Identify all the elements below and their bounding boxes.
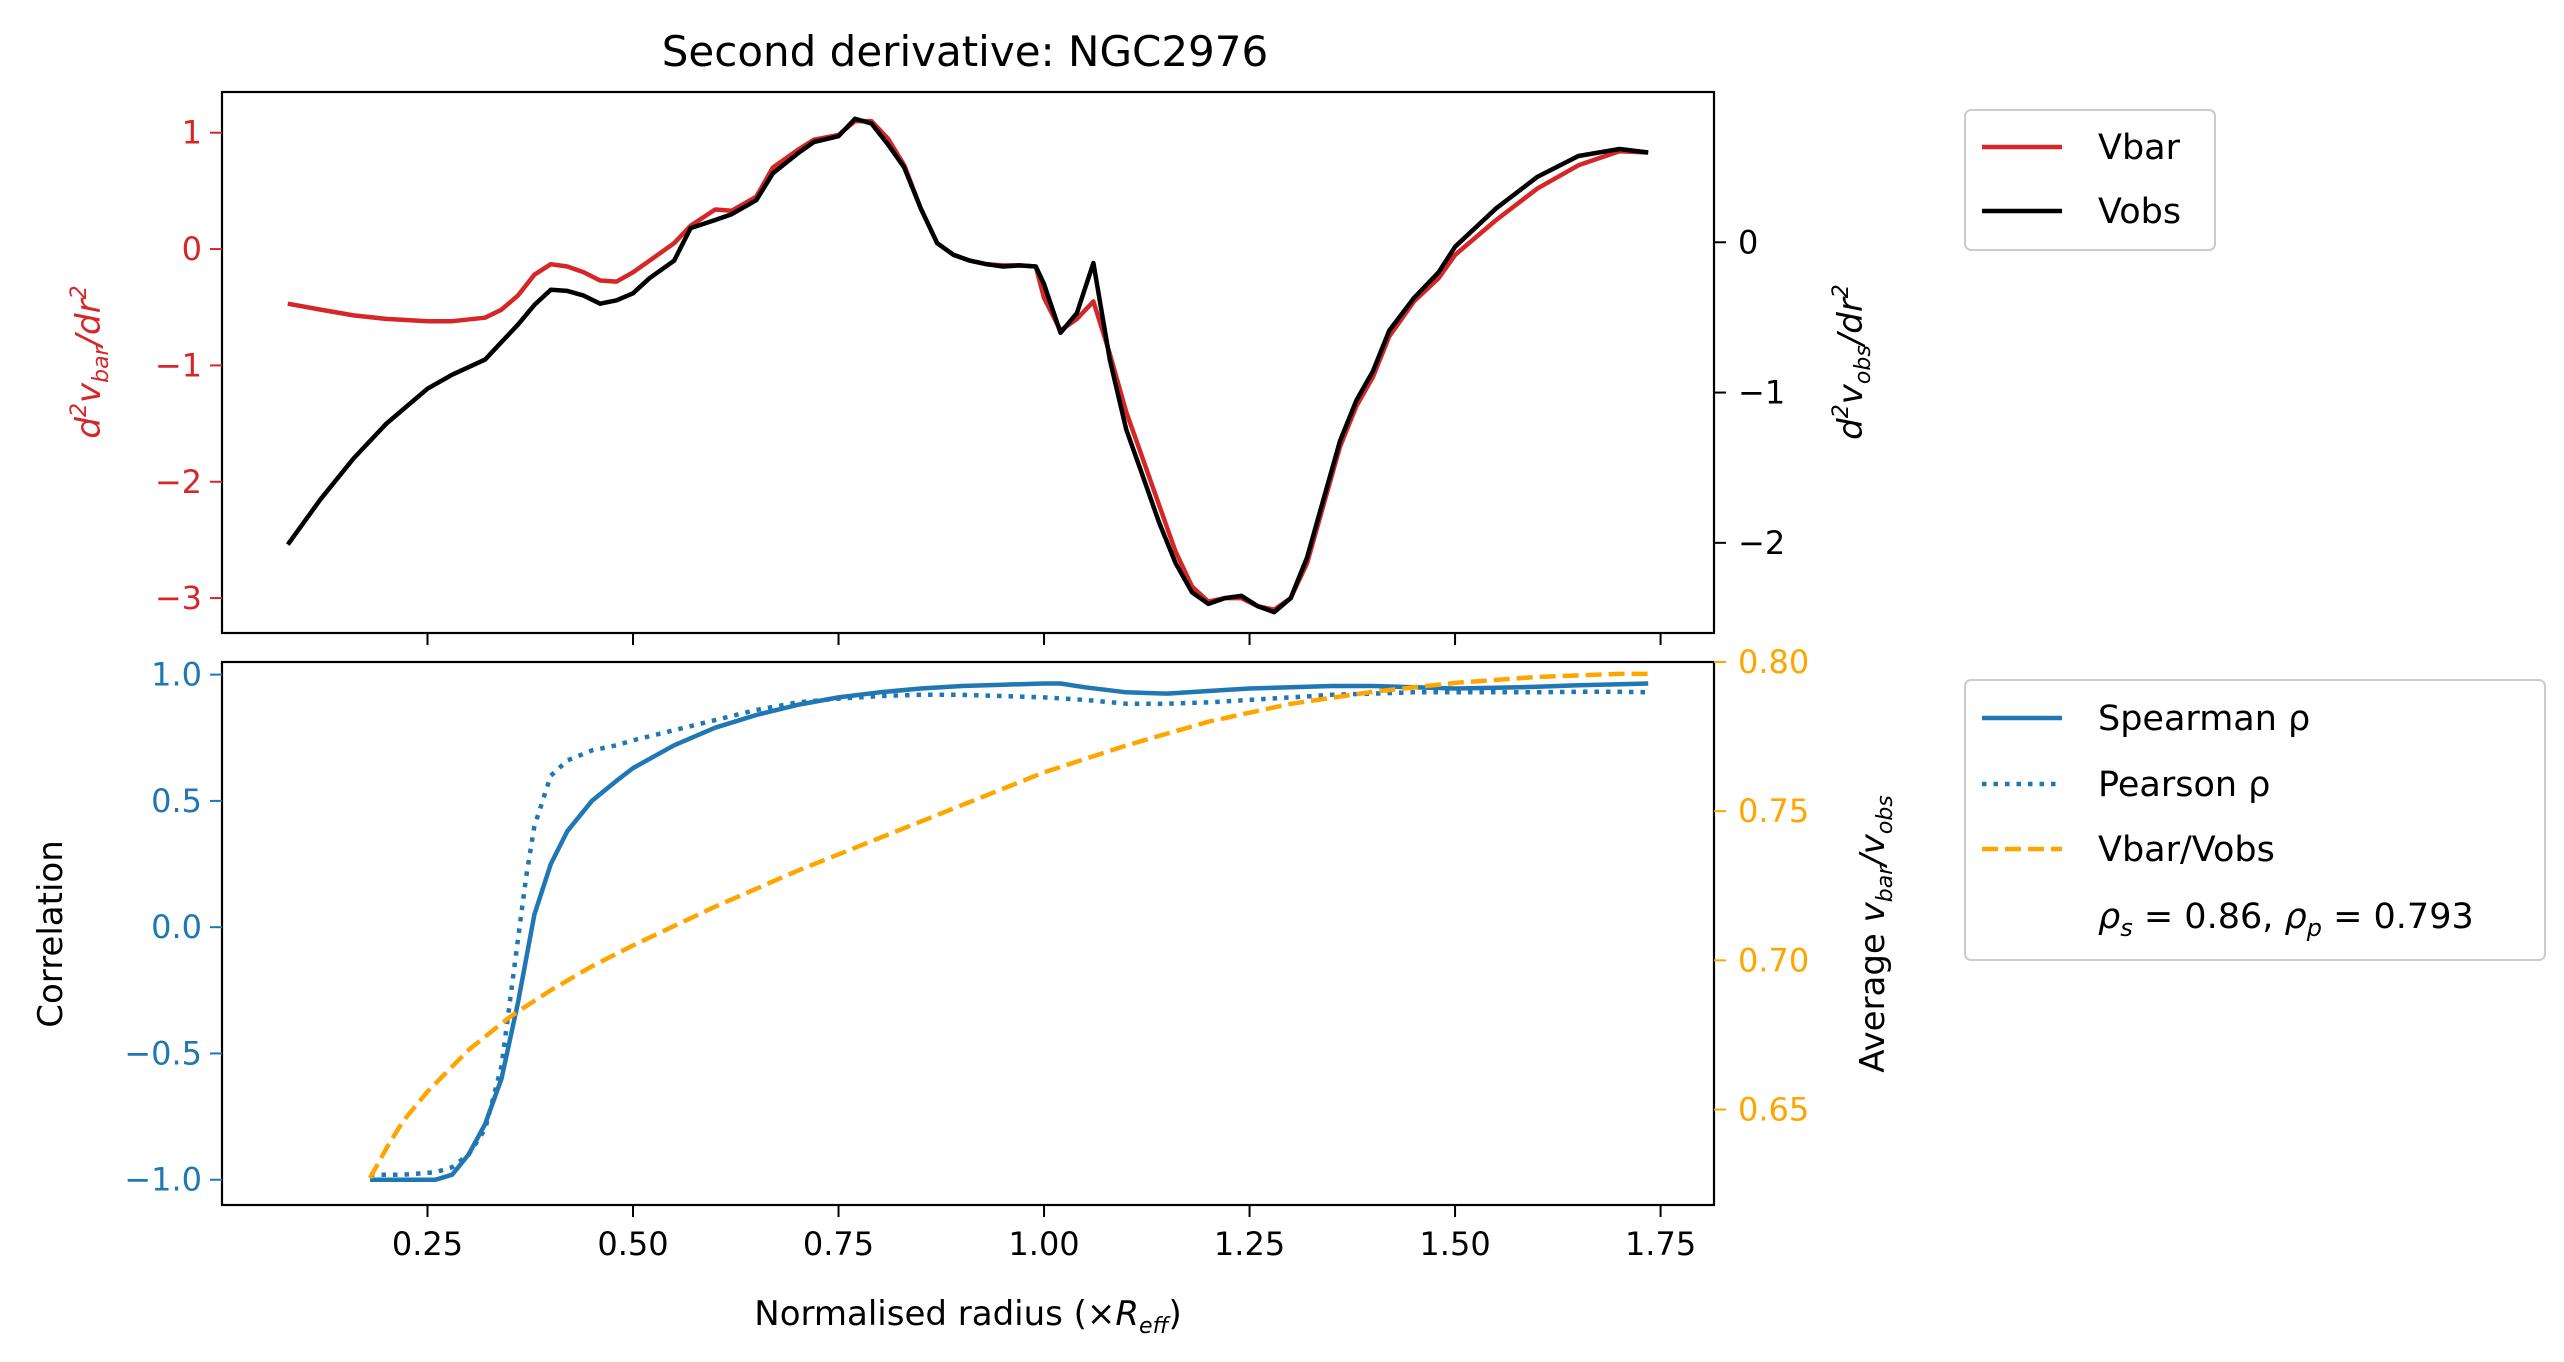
series-line-vbar xyxy=(287,118,1649,612)
right-y-tick-label: 0.80 xyxy=(1738,643,1809,681)
bottom-legend: Spearman ρ Pearson ρ Vbar/Vobs ρs = 0.86… xyxy=(1964,679,2546,961)
legend-label-pearson: Pearson ρ xyxy=(2098,765,2270,805)
left-y-tick-label: 0.5 xyxy=(151,782,202,820)
x-tick-label: 0.75 xyxy=(803,1225,874,1263)
series-line-vbar-vobs xyxy=(368,671,1649,1180)
legend-label-vobs: Vobs xyxy=(2098,192,2181,232)
bottom-x-ticks: 0.25 0.50 0.75 1.00 1.25 1.50 1.75 xyxy=(392,1205,1696,1263)
left-y-tick-label: 0.0 xyxy=(151,908,202,946)
top-panel: 1 0 −1 −2 −3 0 −1 −2 d2vbar/dr2 d2vobs/dr2 xyxy=(67,90,1876,645)
right-y-tick-label: 0.75 xyxy=(1738,792,1809,830)
left-y-tick-label: 0 xyxy=(182,230,202,268)
legend-stat-text: ρs = 0.86, ρp = 0.793 xyxy=(2098,897,2474,942)
left-y-tick-label: −0.5 xyxy=(124,1034,202,1072)
x-tick-label: 1.50 xyxy=(1419,1225,1490,1263)
bottom-plot-frame xyxy=(220,660,1716,1207)
left-y-tick-label: 1.0 xyxy=(151,656,202,694)
legend-label-spearman: Spearman ρ xyxy=(2098,699,2310,739)
top-plot-frame xyxy=(220,90,1716,635)
series-line-spearman xyxy=(370,681,1649,1182)
x-axis-label: Normalised radius (×Reff) xyxy=(754,1294,1181,1339)
left-y-tick-label: −1.0 xyxy=(124,1161,202,1199)
series-line-pearson xyxy=(370,689,1649,1177)
top-x-ticks xyxy=(426,633,1662,645)
x-tick-label: 1.00 xyxy=(1008,1225,1079,1263)
legend-label-ratio: Vbar/Vobs xyxy=(2098,830,2275,870)
legend-label-vbar: Vbar xyxy=(2098,128,2181,168)
bottom-legend-box xyxy=(1964,679,2546,961)
chart-title: Second derivative: NGC2976 xyxy=(662,27,1268,76)
left-y-tick-label: −1 xyxy=(155,346,202,384)
left-y-tick-label: −2 xyxy=(155,463,202,501)
top-right-y-label: d2vobs/dr2 xyxy=(1829,284,1876,440)
bottom-left-y-label: Correlation xyxy=(31,840,71,1027)
top-left-y-label: d2vbar/dr2 xyxy=(67,285,114,438)
x-tick-label: 0.25 xyxy=(392,1225,463,1263)
right-y-tick-label: 0.65 xyxy=(1738,1091,1809,1129)
top-left-y-ticks: 1 0 −1 −2 −3 xyxy=(155,114,222,617)
right-y-tick-label: 0.70 xyxy=(1738,941,1809,979)
bottom-right-y-ticks: 0.80 0.75 0.70 0.65 xyxy=(1714,643,1809,1129)
series-line-vobs xyxy=(285,116,1649,615)
bottom-panel: 1.00.50.0−0.5−1.0 0.800.750.700.65 0.25 0… xyxy=(31,643,1898,1339)
bottom-right-y-label: Average vbar/vobs xyxy=(1853,795,1898,1073)
bottom-lines xyxy=(368,671,1649,1182)
right-y-tick-label: −1 xyxy=(1738,374,1785,412)
x-tick-label: 1.25 xyxy=(1214,1225,1285,1263)
right-y-tick-label: 0 xyxy=(1738,223,1758,261)
left-y-tick-label: 1 xyxy=(182,114,202,152)
top-legend: Vbar Vobs xyxy=(1964,109,2216,251)
top-lines xyxy=(285,116,1649,615)
top-right-y-ticks: 0 −1 −2 xyxy=(1714,223,1785,562)
x-tick-label: 0.50 xyxy=(597,1225,668,1263)
bottom-left-y-ticks: 1.0 0.5 0.0 −0.5 −1.0 xyxy=(124,656,222,1199)
right-y-tick-label: −2 xyxy=(1738,524,1785,562)
x-tick-label: 1.75 xyxy=(1625,1225,1696,1263)
left-y-tick-label: −3 xyxy=(155,579,202,617)
